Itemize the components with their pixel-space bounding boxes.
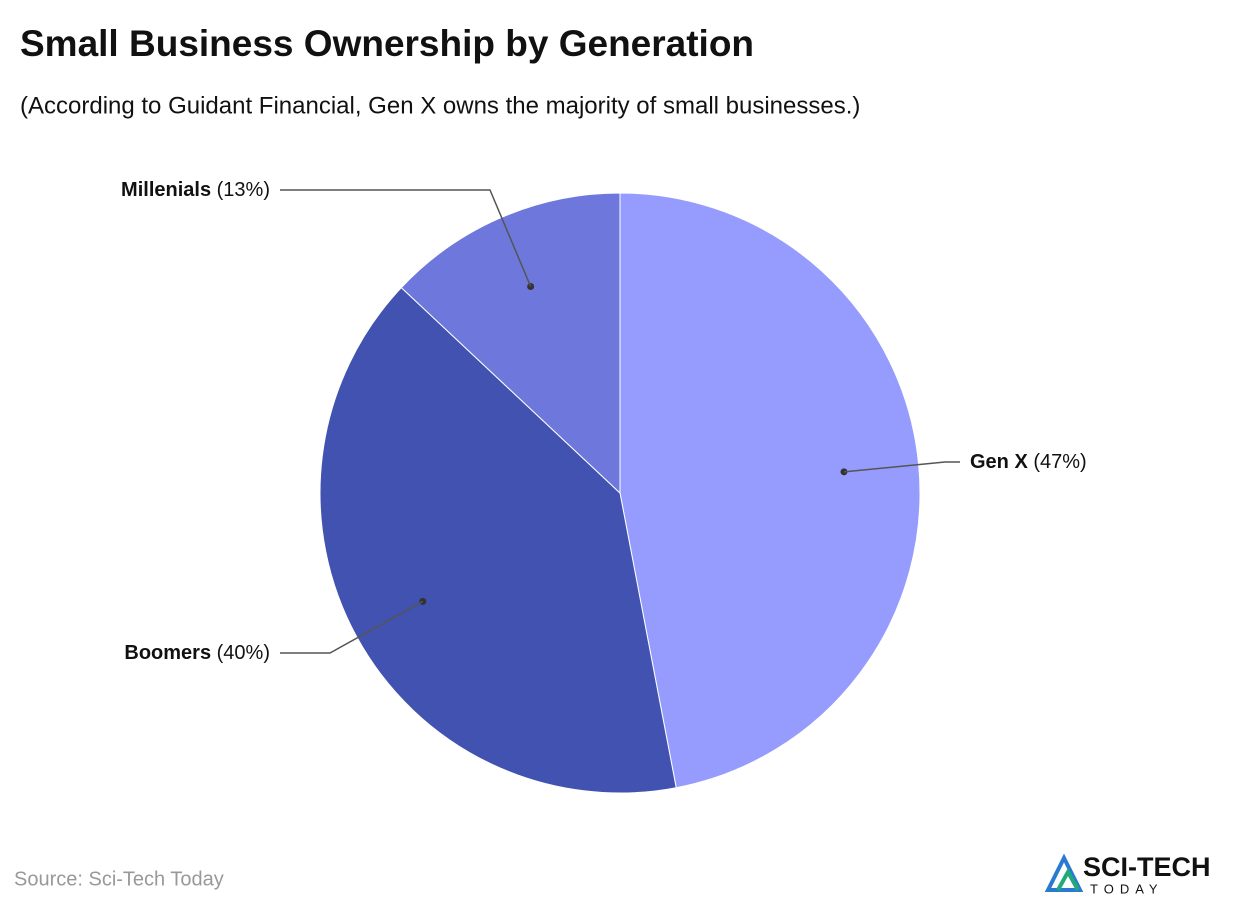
slice-name: Gen X bbox=[970, 451, 1028, 473]
chart-title: Small Business Ownership by Generation bbox=[20, 23, 754, 64]
logo-icon bbox=[1056, 867, 1080, 891]
chart-subtitle: (According to Guidant Financial, Gen X o… bbox=[20, 92, 860, 119]
slice-label: Millenials (13%) bbox=[121, 179, 270, 201]
slice-name: Millenials bbox=[121, 179, 211, 201]
source: Source: Sci-Tech Today bbox=[14, 868, 224, 890]
slice-value-label: (40%) bbox=[217, 642, 270, 664]
slice-value-label: (47%) bbox=[1033, 451, 1086, 473]
slice-label: Gen X (47%) bbox=[970, 451, 1087, 473]
logo-tagline: TODAY bbox=[1090, 881, 1164, 896]
logo-icon bbox=[1044, 853, 1084, 892]
leader-line bbox=[843, 461, 960, 473]
pie: Gen X (47%) Boomers (40%) Millenials (13%) bbox=[121, 179, 1087, 794]
pie-slice bbox=[619, 192, 921, 789]
slice-label: Boomers (40%) bbox=[124, 642, 270, 664]
logo-name: SCI-TECH bbox=[1083, 852, 1211, 882]
slice-name: Boomers bbox=[124, 642, 211, 664]
slice-value-label: (13%) bbox=[217, 179, 270, 201]
leader-line bbox=[280, 189, 532, 287]
leader-line bbox=[280, 600, 424, 654]
logo: SCI-TECH TODAY bbox=[1044, 852, 1211, 896]
